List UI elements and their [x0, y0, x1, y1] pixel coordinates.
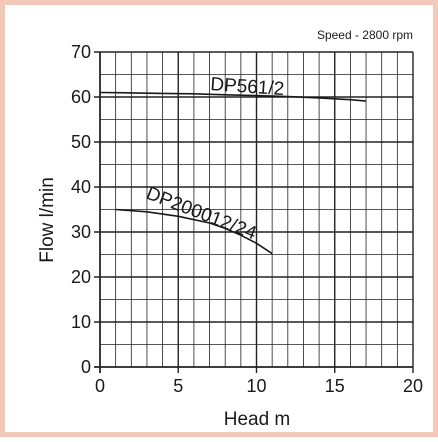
- y-tick-label: 10: [71, 312, 91, 332]
- y-tick-label: 70: [71, 42, 91, 62]
- x-tick-label: 5: [173, 376, 183, 396]
- series-line-1: [115, 208, 273, 255]
- speed-note: Speed - 2800 rpm: [317, 28, 413, 42]
- x-tick-label: 20: [403, 376, 423, 396]
- y-axis-label: Flow l/min: [37, 177, 58, 263]
- y-tick-label: 50: [71, 132, 91, 152]
- x-tick-label: 0: [95, 376, 105, 396]
- y-tick-label: 40: [71, 177, 91, 197]
- grid: [94, 51, 414, 373]
- flow-head-chart: 0 5 10 15 20 0 10 20 30 40 50 60 70 Speed - 2800 rpm…: [37, 28, 423, 430]
- y-tick-label: 20: [71, 267, 91, 287]
- y-tick-label: 0: [81, 357, 91, 377]
- x-tick-label: 15: [325, 376, 345, 396]
- y-tick-label: 60: [71, 87, 91, 107]
- x-tick-label: 10: [246, 376, 266, 396]
- series-line-0: [99, 91, 367, 102]
- curves: [99, 91, 367, 255]
- y-tick-label: 30: [71, 222, 91, 242]
- tick-labels: 0 5 10 15 20 0 10 20 30 40 50 60 70: [71, 42, 423, 396]
- series-label-dp561: DP561/2: [210, 74, 285, 100]
- x-axis-label: Head m: [224, 409, 291, 430]
